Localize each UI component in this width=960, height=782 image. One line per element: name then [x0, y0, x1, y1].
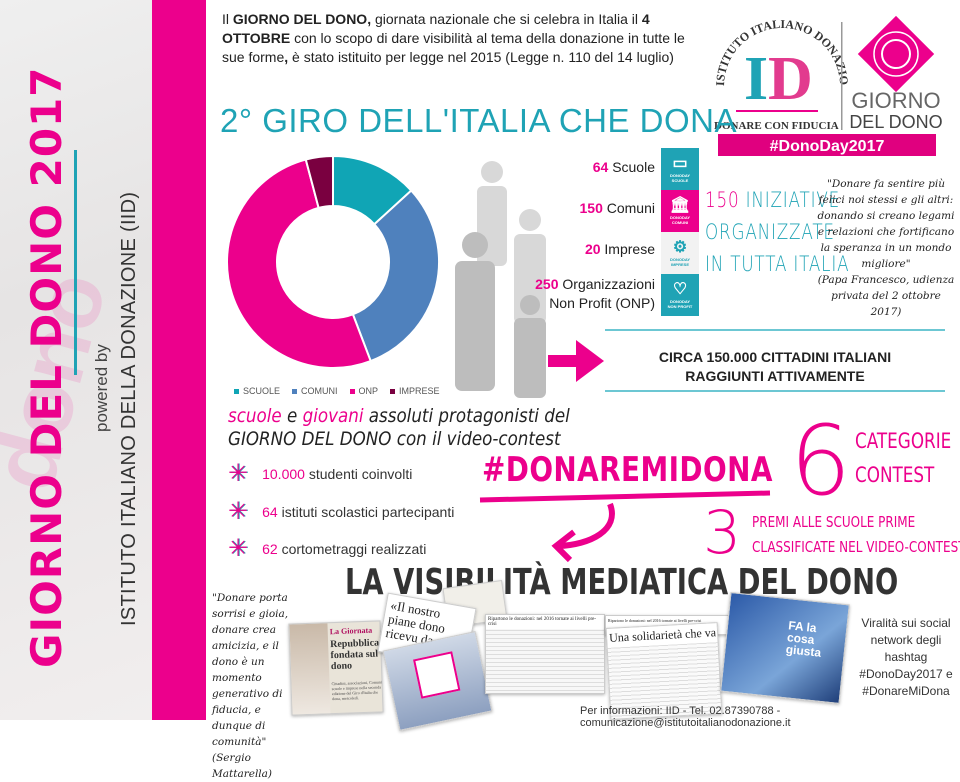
logo-tagline: DONARE CON FIDUCIA	[714, 120, 839, 132]
book-icon: ▭	[672, 155, 688, 172]
powered-by-label: powered by	[92, 344, 111, 432]
stat-onp: 250 Organizzazioni Non Profit (ONP)	[535, 276, 655, 311]
donut-slice-comuni	[351, 189, 440, 363]
bullet-item: ✳ 64 istituti scolastici partecipanti	[228, 498, 455, 525]
categories-count: 6	[790, 405, 852, 517]
sidebar-title: GIORNO DEL DONO 2017	[22, 66, 71, 669]
prizes-count: 3	[703, 498, 742, 568]
social-virality-text: Viralità sui social network degli hashta…	[859, 616, 953, 698]
giro-title: 2° GIRO DELL'ITALIA CHE DONA	[220, 102, 738, 139]
legend-item-imprese: IMPRESE	[390, 386, 440, 396]
press-clipping: La Giornata Repubblica fondata sul dono …	[288, 620, 384, 716]
divider	[605, 390, 945, 392]
categories-label: CATEGORIE CONTEST	[855, 429, 952, 487]
tv-screenshot: FA la cosa giusta	[720, 592, 850, 704]
press-clipping: Ripartono le donazioni: nel 2016 tornate…	[485, 614, 605, 694]
people-silhouette-icon	[455, 161, 546, 398]
citizens-reached: CIRCA 150.000 CITTADINI ITALIANI RAGGIUNT…	[658, 349, 892, 384]
contest-hashtag: #DONAREMIDONA	[482, 450, 773, 490]
donut-slice-onp	[226, 158, 372, 369]
heart-icon: ♡	[672, 281, 688, 298]
building-icon: 🏛	[669, 197, 691, 214]
stat-scuole: 64 Scuole	[592, 159, 655, 175]
divider	[605, 329, 945, 331]
tile-comuni: 🏛 DONODAY COMUNI	[661, 190, 699, 232]
svg-text:D: D	[768, 45, 813, 113]
curved-arrow-icon	[479, 490, 771, 563]
papa-quote: "Donare fa sentire più felici noi stessi…	[817, 178, 955, 318]
legend-item-scuole: SCUOLE	[234, 386, 280, 396]
pink-bar	[152, 0, 206, 720]
legend-item-onp: ONP	[349, 386, 378, 396]
video-contest-heading: scuole e giovani assoluti protagonisti d…	[228, 405, 570, 450]
tile-non-profit: ♡ DONODAY NON PROFIT	[661, 274, 699, 316]
donut-slice-imprese	[304, 154, 334, 210]
logo-hashtag: #DonoDay2017	[770, 138, 885, 155]
logo-mark: I	[744, 45, 768, 113]
legend-item-comuni: COMUNI	[292, 386, 338, 396]
logo-del-dono: DEL DONO	[849, 112, 942, 132]
institute-name: ISTITUTO ITALIANO DELLA DONAZIONE (IID)	[118, 191, 140, 626]
stat-imprese: 20 Imprese	[584, 241, 655, 257]
donut-chart	[226, 154, 440, 369]
contact-footer: Per informazioni: IID - Tel. 02.87390788…	[580, 705, 791, 729]
chart-legend: SCUOLE COMUNI ONP IMPRESE	[234, 386, 440, 396]
sidebar-divider	[74, 150, 77, 375]
asterisk-icon: ✳	[228, 498, 249, 525]
logo-giorno: GIORNO	[851, 88, 940, 113]
media-title: LA VISIBILITÀ MEDIATICA DEL DONO	[345, 562, 899, 603]
bullet-item: ✳ 62 cortometraggi realizzati	[228, 535, 427, 562]
bullet-item: ✳ 10.000 studenti coinvolti	[228, 460, 413, 487]
arrow-right-icon	[548, 340, 604, 382]
tile-imprese: ⚙ DONODAY IMPRESE	[661, 232, 699, 274]
asterisk-icon: ✳	[228, 535, 249, 562]
tile-scuole: ▭ DONODAY SCUOLE	[661, 148, 699, 190]
giorno-del-dono-logo: ISTITUTO ITALIANO DONAZIONE I D DONARE C…	[702, 0, 954, 158]
intro-text: Il GIORNO DEL DONO, giornata nazionale c…	[222, 11, 685, 65]
sidebar-background: dono GIORNO DEL DONO 2017 powered by IST…	[0, 0, 152, 720]
prizes-label: PREMI ALLE SCUOLE PRIME CLASSIFICATE NEL …	[752, 513, 960, 556]
stat-comuni: 150 Comuni	[579, 200, 656, 216]
gears-icon: ⚙	[672, 239, 688, 256]
asterisk-icon: ✳	[228, 460, 249, 487]
iniziative-text: 150 INIZIATIVE ORGANIZZATE IN TUTTA ITALIA	[705, 188, 850, 276]
